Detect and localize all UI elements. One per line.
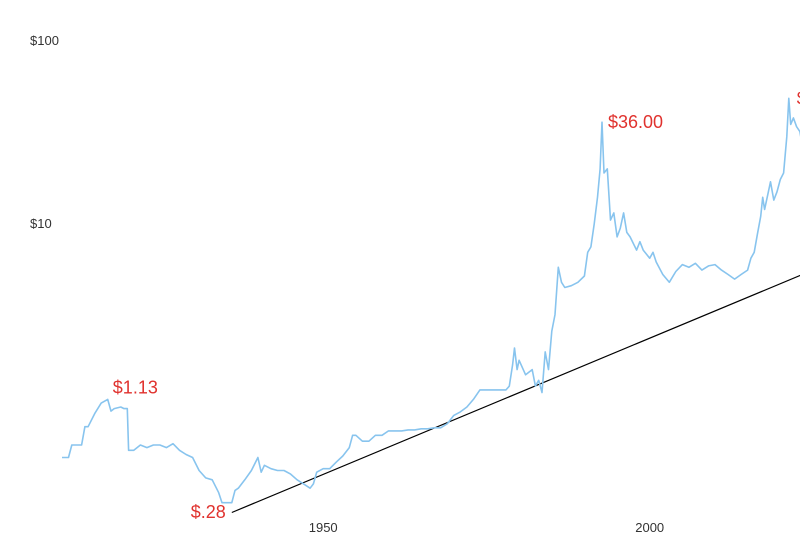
price-annotation: $48.60 [797, 88, 800, 108]
y-tick-label: $10 [30, 216, 52, 231]
series-layer [62, 97, 800, 504]
trendline [231, 274, 800, 514]
x-tick-label: 2000 [635, 520, 664, 535]
price-annotation: $1.13 [113, 377, 158, 397]
y-tick-label: $100 [30, 33, 59, 48]
price-annotation: $.28 [191, 502, 226, 522]
tick-label-layer: $100 $10 1950 2000 [30, 33, 664, 535]
x-tick-label: 1950 [309, 520, 338, 535]
annotation-layer: $1.13$.28$36.00$48.60$28.56 [113, 88, 800, 522]
trendline-layer [231, 274, 800, 514]
price-annotation: $36.00 [608, 112, 663, 132]
series-line-0 [62, 97, 800, 504]
